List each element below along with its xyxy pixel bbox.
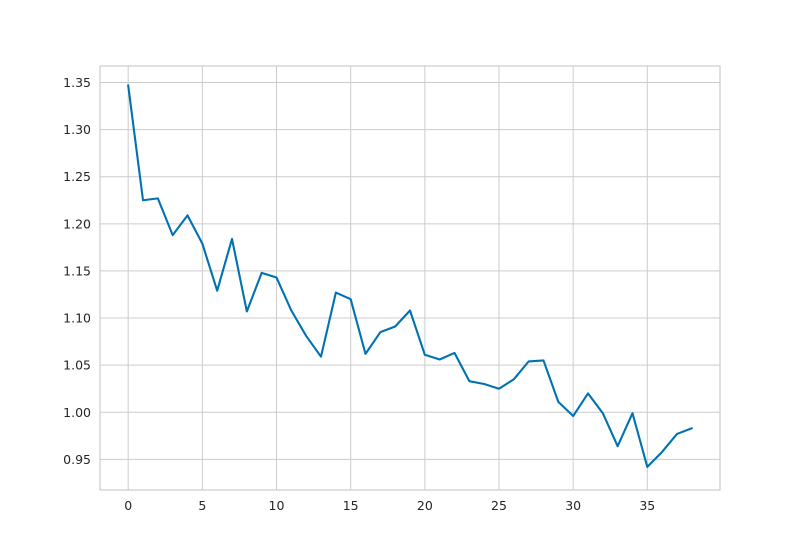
x-tick-labels: 0 5 10 15 20 25 30 35 bbox=[124, 498, 655, 513]
data-point bbox=[556, 399, 561, 404]
data-point bbox=[141, 198, 146, 203]
data-point bbox=[304, 333, 309, 338]
series-line bbox=[127, 84, 693, 468]
data-point bbox=[600, 411, 605, 416]
plot-frame bbox=[99, 65, 721, 491]
data-point bbox=[585, 391, 590, 396]
x-tick-label: 35 bbox=[639, 498, 655, 513]
data-point bbox=[170, 233, 175, 238]
data-point bbox=[200, 241, 205, 246]
data-point bbox=[363, 351, 368, 356]
y-tick-label: 0.95 bbox=[63, 452, 91, 467]
y-gridlines bbox=[100, 81, 720, 460]
data-point bbox=[452, 350, 457, 355]
data-point bbox=[467, 379, 472, 384]
y-tick-label: 1.05 bbox=[63, 358, 91, 373]
data-point bbox=[259, 270, 264, 275]
x-tick-label: 15 bbox=[343, 498, 359, 513]
y-tick-label: 1.10 bbox=[63, 311, 91, 326]
data-point bbox=[615, 444, 620, 449]
data-point bbox=[660, 449, 665, 454]
data-point bbox=[126, 83, 131, 88]
x-tick-label: 10 bbox=[269, 498, 285, 513]
data-point bbox=[674, 431, 679, 436]
data-point bbox=[274, 275, 279, 280]
x-tick-label: 25 bbox=[491, 498, 507, 513]
data-point bbox=[289, 308, 294, 313]
data-point bbox=[689, 426, 694, 431]
x-tick-label: 5 bbox=[198, 498, 206, 513]
y-tick-label: 1.15 bbox=[63, 263, 91, 278]
data-point bbox=[230, 236, 235, 241]
y-tick-label: 1.20 bbox=[63, 216, 91, 231]
x-tick-label: 0 bbox=[124, 498, 132, 513]
data-point bbox=[422, 352, 427, 357]
data-point bbox=[408, 308, 413, 313]
data-point bbox=[155, 196, 160, 201]
data-point bbox=[333, 290, 338, 295]
x-tick-label: 30 bbox=[565, 498, 581, 513]
data-point bbox=[185, 213, 190, 218]
data-point bbox=[244, 309, 249, 314]
y-tick-label: 1.35 bbox=[63, 75, 91, 90]
data-point bbox=[511, 377, 516, 382]
y-tick-label: 1.25 bbox=[63, 169, 91, 184]
data-point bbox=[645, 464, 650, 469]
y-tick-label: 1.30 bbox=[63, 122, 91, 137]
data-point bbox=[496, 386, 501, 391]
data-point bbox=[215, 288, 220, 293]
series-layer bbox=[126, 83, 694, 469]
data-point bbox=[393, 324, 398, 329]
data-point bbox=[526, 359, 531, 364]
data-point bbox=[541, 358, 546, 363]
y-tick-label: 1.00 bbox=[63, 405, 91, 420]
data-point bbox=[571, 414, 576, 419]
data-point bbox=[348, 297, 353, 302]
data-point bbox=[630, 411, 635, 416]
data-point bbox=[319, 354, 324, 359]
data-point bbox=[437, 357, 442, 362]
data-point bbox=[378, 330, 383, 335]
y-tick-labels: 0.95 1.00 1.05 1.10 1.15 1.20 1.25 1.30 1.35 bbox=[63, 75, 91, 467]
x-tick-label: 20 bbox=[417, 498, 433, 513]
data-point bbox=[482, 382, 487, 387]
